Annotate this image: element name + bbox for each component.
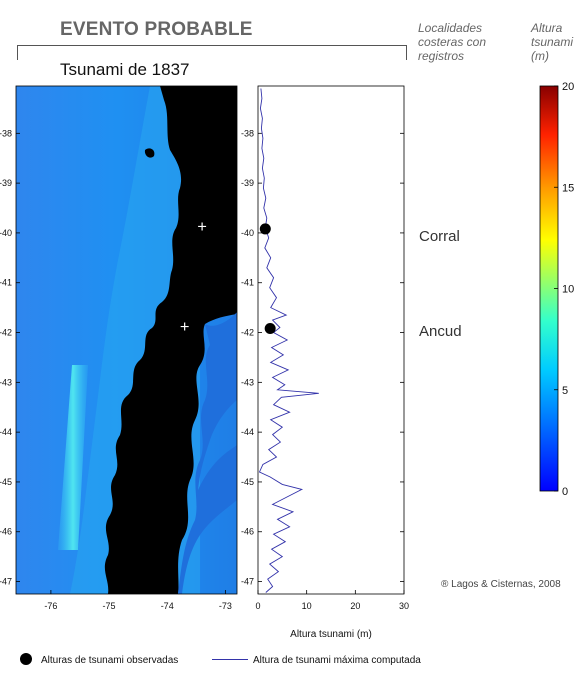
map-lat-tick-label: -44 — [0, 427, 12, 437]
chart-y-tick-label: -47 — [241, 577, 254, 587]
observed-point — [259, 223, 271, 235]
tsunami-profile-chart: -38 -39 -40 -41 -42 -43 -44 -45 -46 -47 0 10 20 30 A… — [241, 85, 409, 640]
chart-y-axis: -38 -39 -40 -41 -42 -43 -44 -45 -46 -47 — [241, 128, 404, 587]
colorbar-tick-label: 0 — [562, 486, 568, 498]
colorbar-tick-label: 15 — [562, 182, 574, 194]
chart-y-tick-label: -40 — [241, 228, 254, 238]
legend-computed: Altura de tsunami máxima computada — [253, 655, 421, 666]
map-lon-tick-label: -75 — [103, 601, 116, 611]
computed-height-line — [258, 88, 319, 593]
colorbar: 0 5 10 15 20 — [539, 81, 574, 498]
station-marker-icon — [198, 222, 207, 231]
chart-y-tick-label: -42 — [241, 328, 254, 338]
station-marker-icon — [180, 322, 189, 331]
chart-y-tick-label: -44 — [241, 427, 254, 437]
map-lat-tick-label: -41 — [0, 278, 12, 288]
chart-x-tick-label: 30 — [399, 601, 409, 611]
small-island — [144, 148, 155, 158]
colorbar-tick-label: 20 — [562, 81, 574, 93]
colorbar-heading: Altura tsunami (m) — [531, 21, 574, 63]
tsunami-map: -38 -39 -40 -41 -42 -43 -44 -45 -46 -47 -76 -75 -74… — [0, 85, 238, 611]
chart-x-tick-label: 0 — [255, 601, 260, 611]
map-stations — [180, 222, 207, 331]
map-lat-tick-label: -46 — [0, 527, 12, 537]
title-bracket — [17, 45, 407, 60]
observed-marker-icon — [20, 653, 32, 665]
chart-x-axis: 0 10 20 30 — [255, 590, 409, 611]
chart-y-tick-label: -41 — [241, 278, 254, 288]
map-lat-tick-label: -39 — [0, 178, 12, 188]
locality-label-corral: Corral — [419, 228, 460, 245]
chart-x-tick-label: 20 — [350, 601, 360, 611]
chart-x-tick-label: 10 — [302, 601, 312, 611]
event-subtitle: Tsunami de 1837 — [60, 60, 190, 79]
inland-channel — [178, 312, 237, 594]
map-lon-tick-label: -73 — [219, 601, 232, 611]
map-lat-tick-label: -42 — [0, 328, 12, 338]
computed-line-icon — [212, 659, 248, 660]
map-lon-axis: -76 -75 -74 -73 — [44, 590, 232, 611]
observed-point — [264, 323, 276, 335]
map-lat-tick-label: -38 — [0, 128, 12, 138]
map-lat-tick-label: -47 — [0, 577, 12, 587]
land-mass — [104, 86, 237, 594]
chart-frame — [257, 85, 405, 595]
observed-points — [259, 223, 276, 335]
chart-y-tick-label: -43 — [241, 377, 254, 387]
map-lat-tick-label: -40 — [0, 228, 12, 238]
map-frame — [15, 85, 238, 595]
chart-y-tick-label: -39 — [241, 178, 254, 188]
credit-text: ® Lagos & Cisternas, 2008 — [441, 579, 561, 590]
map-lon-tick-label: -76 — [44, 601, 57, 611]
chart-y-tick-label: -38 — [241, 128, 254, 138]
colorbar-tick-label: 10 — [562, 284, 574, 296]
map-lon-tick-label: -74 — [161, 601, 174, 611]
chart-y-tick-label: -46 — [241, 527, 254, 537]
page-title: EVENTO PROBABLE — [60, 19, 253, 40]
legend-observed: Alturas de tsunami observadas — [41, 655, 179, 666]
map-lat-tick-label: -45 — [0, 477, 12, 487]
wave-band — [58, 365, 88, 550]
chart-x-label: Altura tsunami (m) — [290, 629, 372, 640]
localities-heading: Localidades costeras con registros — [418, 21, 487, 63]
colorbar-ticks: 0 5 10 15 20 — [554, 81, 574, 498]
map-lat-axis: -38 -39 -40 -41 -42 -43 -44 -45 -46 -47 — [0, 128, 20, 587]
locality-label-ancud: Ancud — [419, 323, 462, 340]
chart-y-tick-label: -45 — [241, 477, 254, 487]
map-lat-tick-label: -43 — [0, 377, 12, 387]
colorbar-tick-label: 5 — [562, 385, 568, 397]
